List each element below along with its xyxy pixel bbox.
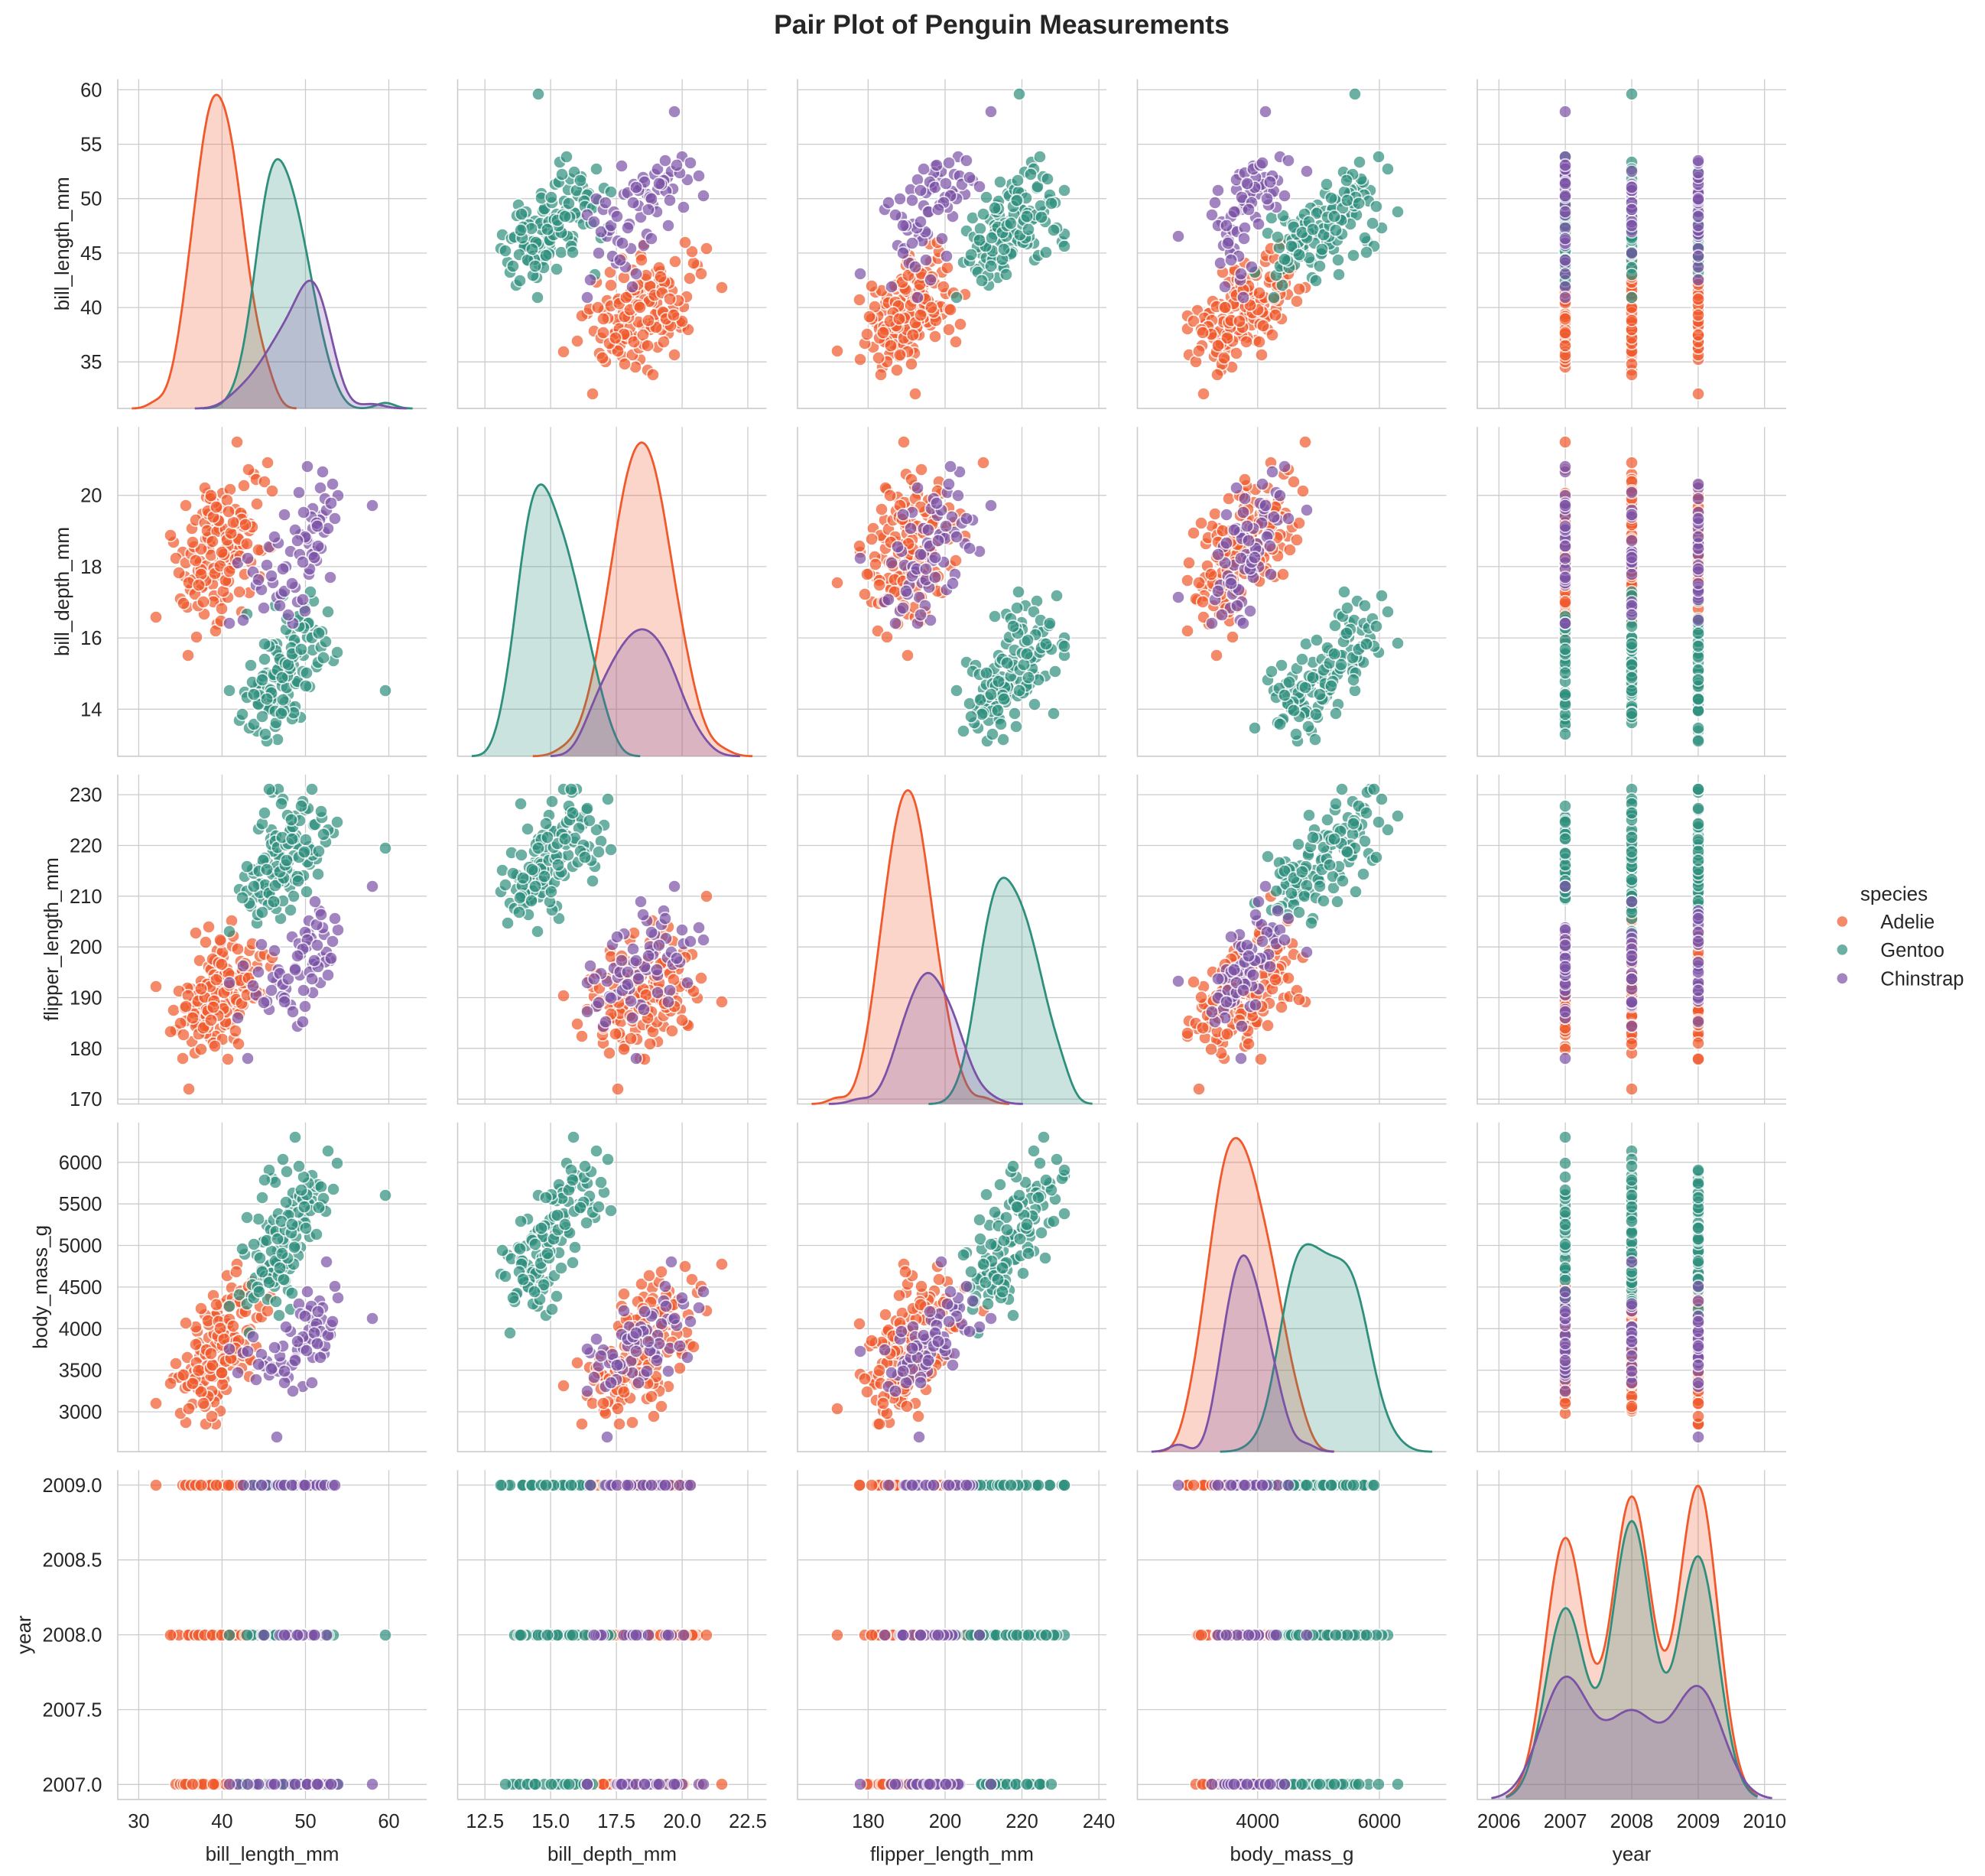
svg-text:190: 190 — [70, 988, 102, 1010]
svg-text:240: 240 — [1083, 1811, 1116, 1832]
svg-text:45: 45 — [80, 243, 102, 265]
svg-text:bill_depth_mm: bill_depth_mm — [50, 527, 73, 656]
svg-text:20.0: 20.0 — [663, 1811, 701, 1832]
svg-text:18: 18 — [80, 557, 102, 578]
svg-text:2009: 2009 — [1677, 1811, 1720, 1832]
svg-text:220: 220 — [70, 836, 102, 857]
svg-text:60: 60 — [80, 80, 102, 101]
svg-text:5500: 5500 — [59, 1194, 102, 1215]
svg-text:year: year — [1613, 1842, 1652, 1865]
svg-text:210: 210 — [70, 886, 102, 908]
svg-text:30: 30 — [128, 1811, 149, 1832]
svg-text:Pair Plot of Penguin Measureme: Pair Plot of Penguin Measurements — [774, 9, 1230, 40]
svg-text:5000: 5000 — [59, 1236, 102, 1257]
svg-text:bill_depth_mm: bill_depth_mm — [547, 1842, 677, 1865]
svg-text:6000: 6000 — [1358, 1811, 1402, 1832]
svg-text:200: 200 — [929, 1811, 962, 1832]
svg-text:body_mass_g: body_mass_g — [1230, 1842, 1354, 1865]
svg-text:16: 16 — [80, 628, 102, 649]
svg-text:12.5: 12.5 — [466, 1811, 504, 1832]
svg-text:2009.0: 2009.0 — [43, 1475, 102, 1497]
svg-text:35: 35 — [80, 352, 102, 373]
svg-text:200: 200 — [70, 937, 102, 958]
svg-text:40: 40 — [211, 1811, 232, 1832]
svg-text:22.5: 22.5 — [729, 1811, 767, 1832]
svg-text:14: 14 — [80, 699, 102, 720]
svg-text:body_mass_g: body_mass_g — [28, 1225, 51, 1349]
svg-text:4000: 4000 — [1236, 1811, 1279, 1832]
svg-text:flipper_length_mm: flipper_length_mm — [40, 857, 63, 1021]
svg-text:50: 50 — [80, 189, 102, 210]
svg-text:year: year — [12, 1615, 35, 1654]
svg-text:Adelie: Adelie — [1880, 912, 1935, 933]
svg-text:2008.0: 2008.0 — [43, 1625, 102, 1647]
svg-text:4000: 4000 — [59, 1318, 102, 1340]
svg-text:180: 180 — [852, 1811, 885, 1832]
svg-text:bill_length_mm: bill_length_mm — [206, 1842, 339, 1865]
svg-text:60: 60 — [378, 1811, 399, 1832]
svg-text:40: 40 — [80, 297, 102, 319]
svg-text:230: 230 — [70, 785, 102, 806]
svg-text:2007.0: 2007.0 — [43, 1774, 102, 1796]
svg-text:3500: 3500 — [59, 1361, 102, 1382]
svg-text:bill_length_mm: bill_length_mm — [50, 177, 73, 310]
svg-text:species: species — [1860, 883, 1928, 905]
svg-text:2007.5: 2007.5 — [43, 1700, 102, 1722]
svg-text:Gentoo: Gentoo — [1880, 940, 1944, 961]
svg-text:2008.5: 2008.5 — [43, 1550, 102, 1572]
svg-text:2006: 2006 — [1477, 1811, 1521, 1832]
svg-text:2007: 2007 — [1544, 1811, 1587, 1832]
svg-text:15.0: 15.0 — [531, 1811, 570, 1832]
svg-text:180: 180 — [70, 1039, 102, 1060]
svg-text:Chinstrap: Chinstrap — [1880, 968, 1964, 990]
svg-text:170: 170 — [70, 1089, 102, 1110]
svg-text:2010: 2010 — [1743, 1811, 1786, 1832]
svg-text:flipper_length_mm: flipper_length_mm — [870, 1842, 1034, 1865]
svg-text:3000: 3000 — [59, 1402, 102, 1423]
svg-text:4500: 4500 — [59, 1277, 102, 1299]
svg-text:6000: 6000 — [59, 1153, 102, 1174]
svg-text:220: 220 — [1005, 1811, 1038, 1832]
svg-text:50: 50 — [294, 1811, 316, 1832]
svg-text:2008: 2008 — [1610, 1811, 1654, 1832]
svg-text:55: 55 — [80, 135, 102, 156]
svg-text:17.5: 17.5 — [597, 1811, 635, 1832]
svg-text:20: 20 — [80, 486, 102, 507]
